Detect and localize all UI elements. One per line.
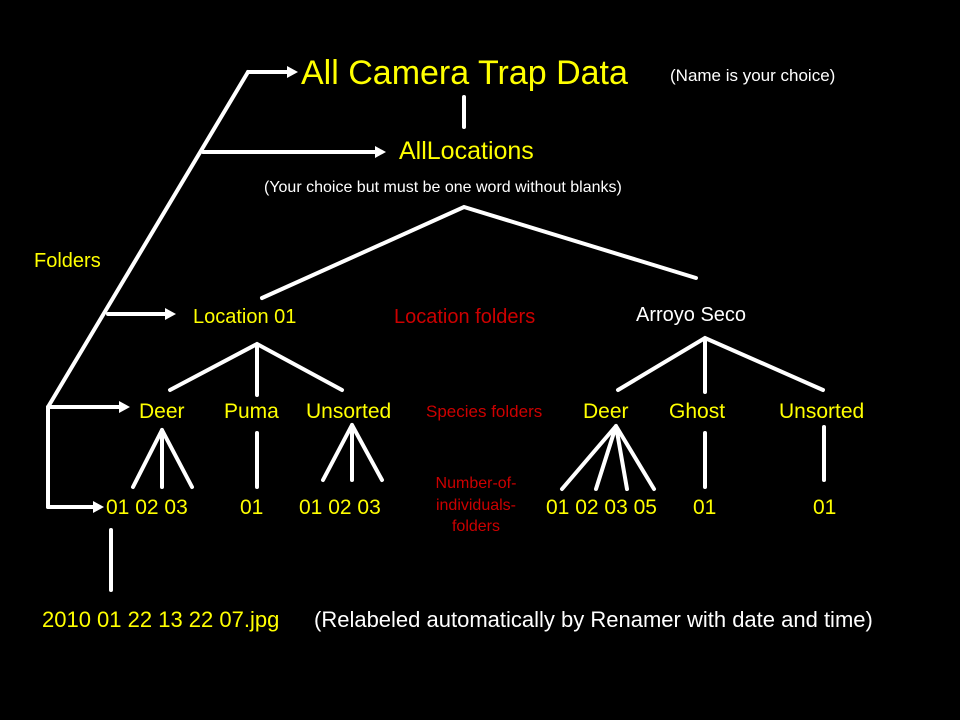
counts-unsorted-1: 01 02 03 <box>299 496 381 519</box>
example-file-note: (Relabeled automatically by Renamer with… <box>314 607 873 632</box>
number-folders-label: Number-of-individuals-folders <box>435 475 517 536</box>
counts-ghost: 01 <box>693 496 717 519</box>
deer1-branch <box>131 428 194 489</box>
species-deer-2: Deer <box>583 400 629 423</box>
loc2-branch <box>616 335 825 394</box>
loc1-branch <box>168 341 344 397</box>
arrowhead-root <box>287 66 298 78</box>
root-folder-note: (Name is your choice) <box>670 66 836 85</box>
alllocations-folder: AllLocations <box>399 137 534 165</box>
deer2-branch <box>560 424 656 491</box>
species-unsorted-2: Unsorted <box>779 400 865 423</box>
species-ghost: Ghost <box>669 400 726 423</box>
counts-unsorted-2: 01 <box>813 496 837 519</box>
species-folders-label: Species folders <box>426 402 543 421</box>
arroyo-seco-folder: Arroyo Seco <box>636 304 747 326</box>
counts-deer-1: 01 02 03 <box>106 496 188 519</box>
species-puma: Puma <box>224 400 279 423</box>
alllocations-branch <box>260 204 698 300</box>
arrowhead-location <box>165 308 176 320</box>
counts-puma: 01 <box>240 496 264 519</box>
arrowhead-species <box>119 401 130 413</box>
unsorted1-branch <box>321 423 384 482</box>
arrowhead-counts <box>93 501 104 513</box>
example-file-name: 2010 01 22 13 22 07.jpg <box>42 607 280 632</box>
counts-deer-2: 01 02 03 05 <box>546 496 657 519</box>
spine-line <box>46 70 250 509</box>
folders-label: Folders <box>34 250 101 272</box>
location-01-folder: Location 01 <box>193 306 297 328</box>
arrowhead-alllocations <box>375 146 386 158</box>
root-folder-title: All Camera Trap Data <box>301 54 628 92</box>
species-deer-1: Deer <box>139 400 185 423</box>
location-folders-label: Location folders <box>394 306 536 328</box>
species-unsorted-1: Unsorted <box>306 400 392 423</box>
alllocations-note: (Your choice but must be one word withou… <box>264 179 622 196</box>
